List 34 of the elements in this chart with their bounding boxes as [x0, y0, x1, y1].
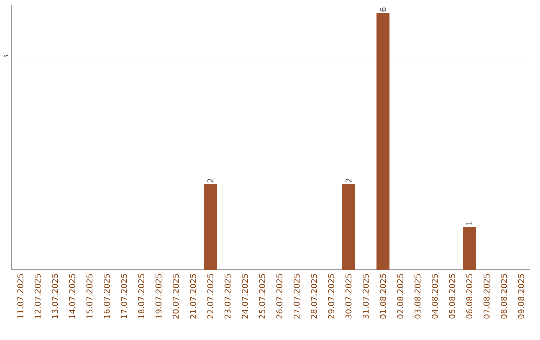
x-tick-label: 13.07.2025 — [52, 274, 58, 318]
x-tick-label: 02.08.2025 — [397, 274, 404, 319]
x-tick-label: 06.08.2025 — [466, 274, 473, 319]
x-tick-label: 05.08.2025 — [449, 274, 456, 319]
x-tick-label: 11.07.2025 — [18, 274, 24, 318]
x-tick-label: 01.08.2025 — [380, 274, 386, 319]
x-tick-label: 23.07.2025 — [224, 274, 231, 319]
x-tick-label: 03.08.2025 — [414, 274, 421, 319]
x-tick-label: 25.07.2025 — [259, 274, 266, 319]
x-tick-label: 26.07.2025 — [276, 274, 283, 319]
x-tick-label: 20.07.2025 — [173, 274, 180, 319]
x-tick-label: 04.08.2025 — [432, 274, 438, 319]
x-tick-label: 08.08.2025 — [501, 274, 508, 319]
x-tick-label: 27.07.2025 — [294, 274, 300, 319]
x-tick-label: 28.07.2025 — [311, 274, 318, 319]
x-tick-label: 14.07.2025 — [69, 274, 76, 318]
data-label: 2 — [208, 179, 214, 183]
x-tick-label: 16.07.2025 — [104, 274, 110, 318]
x-tick-label: 12.07.2025 — [34, 274, 41, 318]
data-label: 6 — [380, 8, 386, 12]
x-tick-label: 09.08.2025 — [518, 274, 524, 319]
x-tick-label: 30.07.2025 — [346, 274, 352, 319]
x-tick-label: 24.07.2025 — [242, 274, 248, 319]
data-label: 1 — [466, 222, 472, 226]
x-tick-label: 07.08.2025 — [484, 274, 490, 319]
x-tick-label: 15.07.2025 — [86, 274, 93, 318]
x-tick-label: 18.07.2025 — [138, 274, 145, 318]
data-label: 2 — [346, 179, 352, 183]
x-tick-label: 17.07.2025 — [121, 274, 128, 318]
x-tick-label: 29.07.2025 — [328, 274, 334, 319]
x-tick-label: 22.07.2025 — [208, 274, 214, 319]
x-tick-label: 19.07.2025 — [156, 274, 162, 318]
x-tick-label: 21.07.2025 — [190, 274, 196, 319]
x-tick-label: 31.07.2025 — [362, 274, 369, 319]
